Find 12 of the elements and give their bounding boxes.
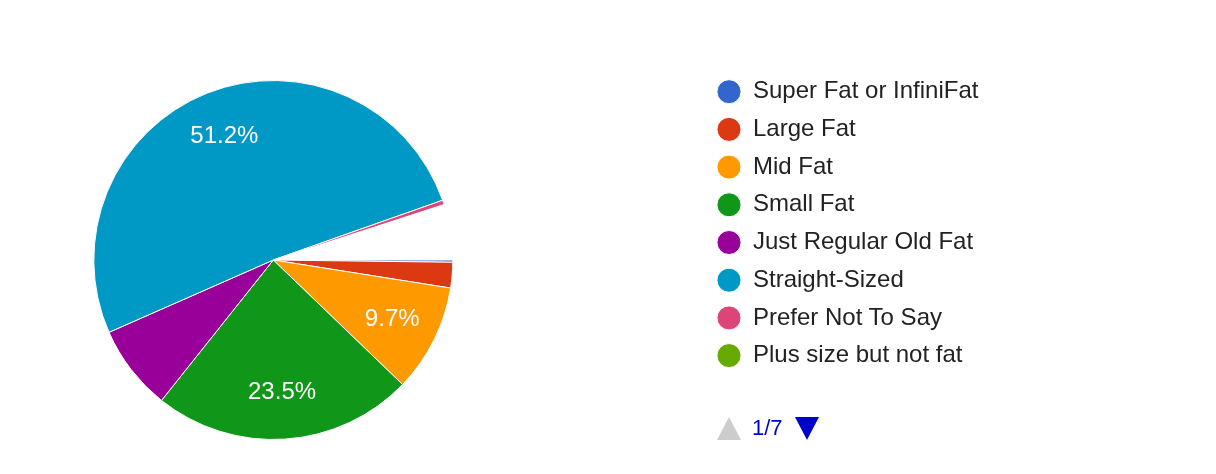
- legend-label: Small Fat: [753, 189, 855, 217]
- legend-label: Mid Fat: [753, 151, 834, 179]
- legend-label: Plus size but not fat: [753, 340, 963, 368]
- legend-label: Prefer Not To Say: [753, 302, 942, 330]
- data-label: 51.2%: [190, 121, 259, 149]
- data-label: 23.5%: [248, 377, 317, 405]
- legend-label: Large Fat: [753, 114, 857, 142]
- data-label: 9.7%: [364, 303, 420, 331]
- legend-label: Super Fat or InfiniFat: [753, 76, 979, 104]
- text: 1/7: [752, 415, 783, 441]
- legend-label: Straight-Sized: [753, 264, 904, 292]
- legend-label: Just Regular Old Fat: [753, 227, 974, 255]
